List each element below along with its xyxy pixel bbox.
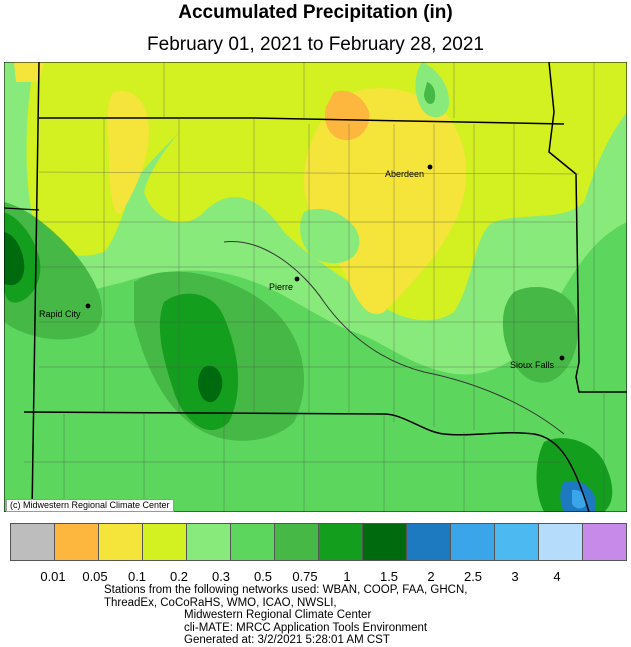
footer-line-4: cli-MATE: MRCC Application Tools Environ… [184, 621, 428, 634]
footer-line-2: ThreadEx, CoCoRaHS, WMO, ICAO, NWSLI, [104, 596, 337, 609]
zone-0.1-corner [14, 62, 44, 82]
border-wy [4, 207, 40, 211]
aberdeen-marker [427, 164, 433, 170]
footer-line-5: Generated at: 3/2/2021 5:28:01 AM CST [184, 634, 390, 647]
legend-tick-label: 4 [553, 569, 561, 584]
sioux-falls-label: Sioux Falls [510, 360, 555, 370]
footer-line-1: Stations from the following networks use… [104, 584, 468, 596]
zone-1-se [536, 438, 613, 512]
legend-swatch-10 [450, 523, 495, 561]
footer-line-3: Midwestern Regional Climate Center [184, 609, 372, 622]
city-rapid-city: Rapid City [39, 303, 91, 319]
border-east [548, 62, 627, 393]
legend-tick-label: 3 [511, 569, 519, 584]
legend-tick-label: 2.5 [463, 569, 483, 584]
legend-tick-label: 2 [427, 569, 435, 584]
legend-swatch-3 [142, 523, 187, 561]
legend-tick-label: 0.05 [82, 569, 108, 584]
legend-tick-label: 0.75 [292, 569, 318, 584]
missouri-river [223, 241, 565, 435]
zone-0.3-pierre [300, 208, 360, 264]
pierre-label: Pierre [269, 282, 293, 292]
legend-swatch-8 [362, 523, 407, 561]
aberdeen-label: Aberdeen [385, 169, 424, 179]
rapid-city-marker [85, 303, 91, 309]
legend-swatch-13 [582, 523, 627, 561]
legend-swatch-5 [230, 523, 275, 561]
legend-swatch-0 [10, 523, 55, 561]
legend-tick-label: 1 [343, 569, 351, 584]
footer-notes: Stations from the following networks use… [104, 584, 467, 647]
zone-0.2-mid [429, 260, 463, 297]
city-pierre: Pierre [269, 276, 300, 292]
zone-0.05-aberdeen [324, 90, 370, 141]
legend-tick-label: 0.5 [253, 569, 273, 584]
legend-tick-label: 0.1 [127, 569, 147, 584]
legend-tick-label: 0.3 [211, 569, 231, 584]
zone-0.1-northwest [107, 91, 149, 214]
color-legend [10, 523, 627, 561]
border-west [31, 62, 40, 512]
sioux-falls-marker [559, 355, 565, 361]
zone-0.75-east [502, 287, 578, 383]
legend-swatch-4 [186, 523, 231, 561]
zone-1.5-west [4, 232, 25, 286]
map-title: Accumulated Precipitation (in) [178, 2, 453, 23]
legend-swatch-12 [538, 523, 583, 561]
legend-tick-label: 1.5 [379, 569, 399, 584]
border-sd-ne [23, 411, 590, 512]
legend-swatch-7 [318, 523, 363, 561]
zone-1.5-central [198, 365, 223, 403]
county-lines [24, 62, 605, 512]
city-aberdeen: Aberdeen [385, 164, 433, 179]
rapid-city-label: Rapid City [39, 309, 81, 319]
legend-tick-label: 0.01 [40, 569, 66, 584]
pierre-marker [294, 276, 300, 282]
city-sioux-falls: Sioux Falls [510, 355, 565, 370]
legend-swatch-6 [274, 523, 319, 561]
zone-0.75-ne [424, 82, 436, 105]
legend-ticks: 0.01 0.05 0.1 0.2 0.3 0.5 0.75 1 1.5 2 2.5 3 4 [0, 569, 631, 585]
legend-swatch-2 [98, 523, 143, 561]
legend-swatch-11 [494, 523, 539, 561]
legend-swatch-9 [406, 523, 451, 561]
precipitation-map: Aberdeen Pierre Rapid City Sioux Falls [4, 62, 627, 512]
legend-tick-label: 0.2 [169, 569, 189, 584]
credit-label: (c) Midwestern Regional Climate Center [6, 499, 174, 512]
map-subtitle: February 01, 2021 to February 28, 2021 [147, 34, 484, 55]
legend-swatch-1 [54, 523, 99, 561]
